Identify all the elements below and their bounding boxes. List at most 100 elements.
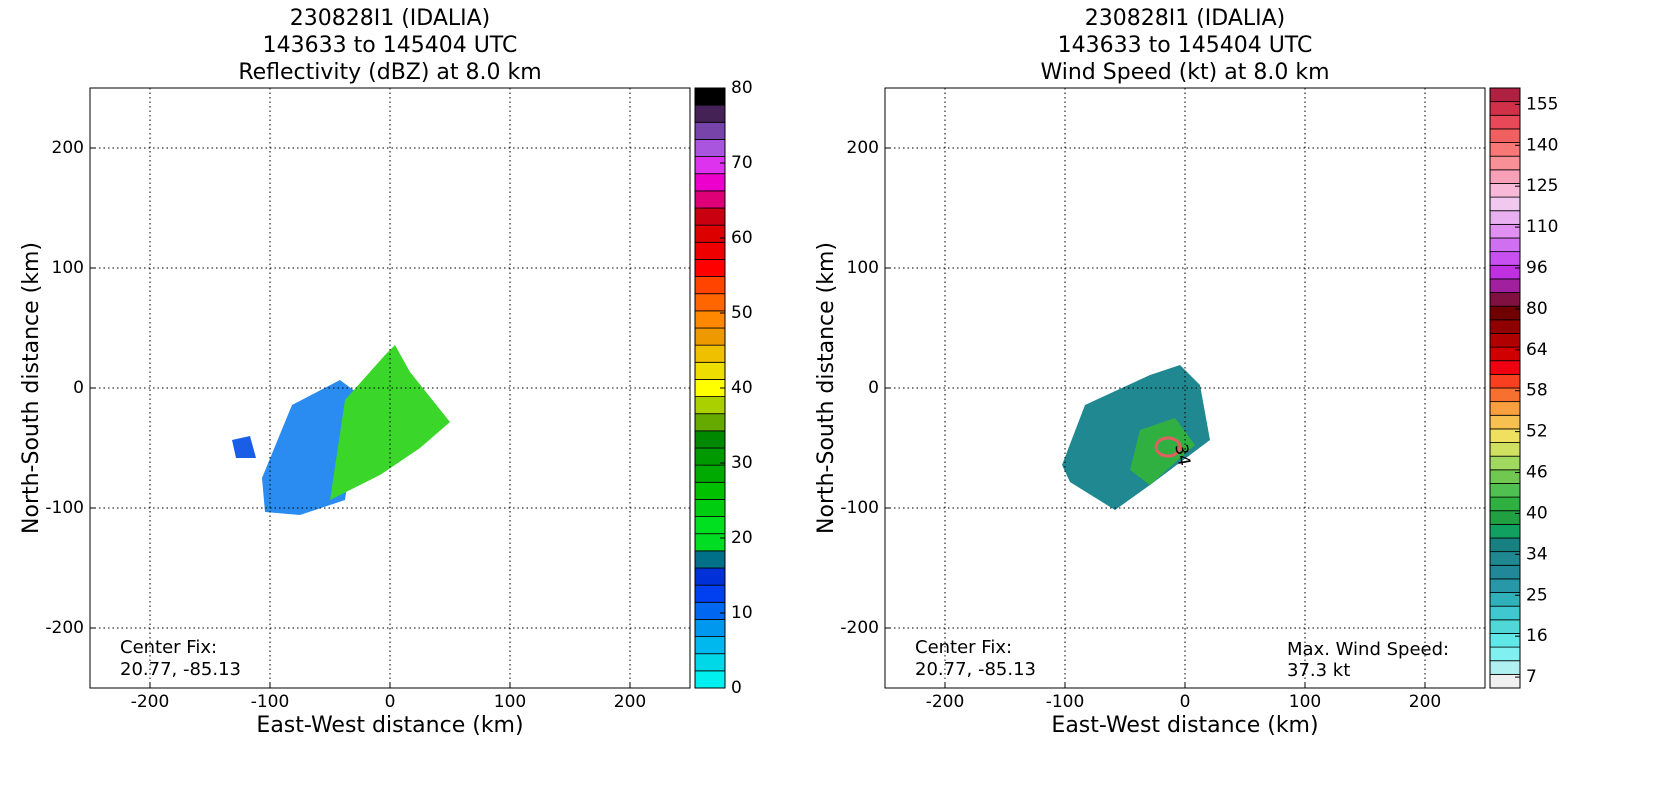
colorbar-cell (1489, 155, 1521, 171)
colorbar-cell (1489, 237, 1521, 253)
wind-contour (1154, 436, 1182, 458)
colorbar-cell (694, 241, 726, 260)
colorbar-cell (694, 87, 726, 106)
colorbar-tick-label: 70 (731, 153, 753, 173)
colorbar-tick-label: 80 (1526, 299, 1548, 319)
colorbar-cell (1489, 87, 1521, 103)
colorbar-cell (1489, 387, 1521, 403)
colorbar-cell (1489, 578, 1521, 593)
x-tick-label: -200 (131, 692, 170, 712)
colorbar-tick-label: 60 (731, 228, 753, 248)
x-tick-label: 200 (1409, 692, 1441, 712)
y-tick-label: -200 (45, 618, 84, 638)
colorbar-cell (694, 499, 726, 517)
colorbar-cell (1489, 646, 1521, 662)
colorbar-cell (1489, 605, 1521, 621)
x-tick-label: -200 (926, 692, 965, 712)
y-tick-label: -100 (840, 498, 879, 518)
x-axis-label: East-West distance (km) (1051, 713, 1318, 738)
colorbar-cell (694, 481, 726, 500)
colorbar-tick-label: 64 (1526, 340, 1548, 360)
colorbar-cell (1489, 319, 1521, 334)
colorbar-cell (694, 601, 726, 620)
colorbar-cell (694, 361, 726, 380)
colorbar-cell (694, 670, 726, 689)
colorbar-cell (1489, 633, 1521, 648)
colorbar-cell (1489, 210, 1521, 225)
colorbar-cell (1489, 551, 1521, 566)
colorbar-cell (1489, 333, 1521, 348)
y-tick-label: -100 (45, 498, 84, 518)
colorbar-cell (694, 173, 726, 192)
y-tick-label: 100 (847, 258, 879, 278)
colorbar-cell (1489, 401, 1521, 416)
colorbar-cell (694, 259, 726, 277)
colorbar-tick-label: 34 (1526, 544, 1548, 564)
colorbar-cell (1489, 169, 1521, 184)
colorbar-cell (1489, 455, 1521, 471)
colorbar-tick-label: 46 (1526, 463, 1548, 483)
annotation: Center Fix: (915, 637, 1012, 658)
x-tick-label: -100 (1046, 692, 1085, 712)
annotation: 20.77, -85.13 (915, 659, 1036, 680)
chart-title: Wind Speed (kt) at 8.0 km (1040, 60, 1329, 85)
colorbar-tick-label: 96 (1526, 258, 1548, 278)
x-axis-label: East-West distance (km) (256, 713, 523, 738)
colorbar-tick-label: 140 (1526, 135, 1558, 155)
colorbar-tick-label: 20 (731, 528, 753, 548)
colorbar-tick-label: 80 (731, 78, 753, 98)
x-tick-label: 0 (1180, 692, 1191, 712)
annotation: Center Fix: (120, 637, 217, 658)
colorbar-cell (1489, 114, 1521, 130)
y-tick-label: 200 (52, 138, 84, 158)
colorbar-cell (1489, 523, 1521, 539)
colorbar-tick-label: 30 (731, 453, 753, 473)
colorbar-cell (694, 567, 726, 586)
colorbar-cell (1489, 251, 1521, 266)
colorbar-cell (1489, 346, 1521, 362)
y-tick-label: 100 (52, 258, 84, 278)
x-tick-label: 100 (1289, 692, 1321, 712)
colorbar-tick-label: 25 (1526, 585, 1548, 605)
colorbar-tick-label: 10 (731, 603, 753, 623)
colorbar-cell (1489, 564, 1521, 580)
colorbar-frame (1489, 87, 1521, 689)
colorbar-cell (694, 619, 726, 637)
chart-title: 230828I1 (IDALIA) (290, 6, 491, 31)
wind-green (1130, 418, 1195, 485)
colorbar-tick-label: 155 (1526, 94, 1558, 114)
colorbar-cell (1489, 469, 1521, 484)
x-tick-label: 0 (385, 692, 396, 712)
colorbar-cell (1489, 592, 1521, 607)
colorbar-tick-label: 16 (1526, 626, 1548, 646)
colorbar-cell (1489, 537, 1521, 553)
colorbar-tick-label: 0 (731, 678, 742, 698)
colorbar-cell (1489, 660, 1521, 675)
colorbar-cell (1489, 142, 1521, 157)
colorbar-cell (694, 190, 726, 209)
colorbar-tick-label: 40 (1526, 503, 1548, 523)
chart-title: 143633 to 145404 UTC (1058, 33, 1313, 58)
y-tick-label: 200 (847, 138, 879, 158)
annotation: 20.77, -85.13 (120, 659, 241, 680)
colorbar-tick-label: 125 (1526, 176, 1558, 196)
colorbar-cell (694, 396, 726, 415)
y-tick-label: 0 (73, 378, 84, 398)
colorbar-cell (1489, 223, 1521, 239)
colorbar-cell (1489, 496, 1521, 512)
y-tick-label: 0 (868, 378, 879, 398)
y-axis-label: North-South distance (km) (19, 242, 44, 534)
colorbar-cell (694, 139, 726, 157)
colorbar-cell (694, 636, 726, 655)
echo-patch (232, 436, 256, 458)
colorbar-tick-label: 40 (731, 378, 753, 398)
colorbar-cell (1489, 292, 1521, 307)
colorbar-cell (1489, 483, 1521, 498)
x-tick-label: 200 (614, 692, 646, 712)
colorbar-cell (694, 464, 726, 483)
colorbar-cell (1489, 278, 1521, 293)
y-axis-label: North-South distance (km) (814, 242, 839, 534)
colorbar-tick-label: 7 (1526, 667, 1537, 687)
chart-title: 143633 to 145404 UTC (263, 33, 518, 58)
colorbar-cell (694, 533, 726, 552)
